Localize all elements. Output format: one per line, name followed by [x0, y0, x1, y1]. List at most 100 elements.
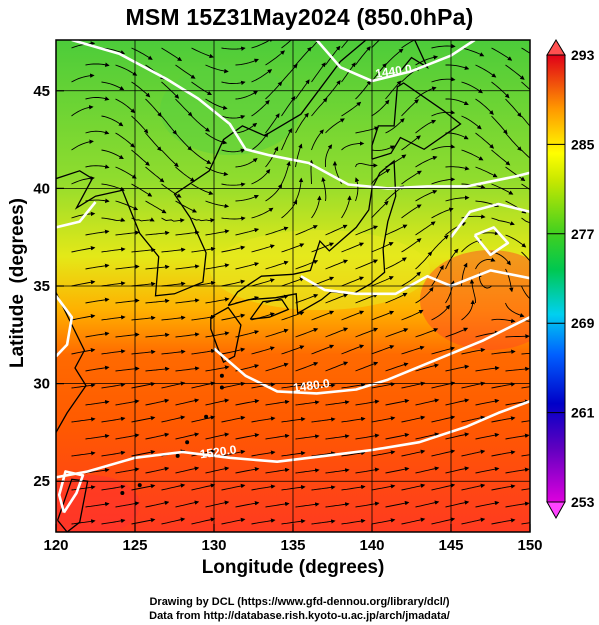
streamline [445, 327, 469, 338]
streamline [115, 200, 139, 211]
streamline [461, 238, 482, 253]
streamline [191, 483, 216, 491]
streamline [505, 166, 526, 182]
streamline [251, 168, 271, 185]
streamline [205, 466, 230, 474]
streamline [341, 141, 365, 151]
streamline [101, 115, 124, 127]
streamline [295, 225, 318, 236]
streamline [491, 149, 511, 166]
coastline [249, 299, 290, 320]
streamline [191, 115, 211, 132]
streamline [325, 79, 341, 100]
streamline [175, 166, 195, 182]
streamline [71, 280, 96, 287]
streamline [521, 183, 530, 191]
streamline [85, 297, 110, 304]
streamline [415, 363, 439, 372]
streamline [475, 257, 496, 270]
streamline [475, 432, 500, 440]
streamline [161, 349, 186, 355]
streamline [175, 366, 200, 372]
streamline [191, 183, 214, 195]
streamline [445, 432, 470, 440]
streamline [175, 466, 200, 474]
streamline [175, 398, 200, 406]
streamline [251, 346, 275, 355]
streamline [145, 200, 167, 214]
streamline [101, 484, 126, 491]
streamline [191, 517, 216, 525]
streamline [221, 182, 246, 187]
streamline [431, 346, 455, 355]
streamline [295, 468, 320, 474]
streamline [101, 281, 126, 287]
streamline [469, 279, 476, 304]
streamline [175, 230, 200, 236]
streamline [401, 204, 422, 219]
streamline [341, 101, 362, 117]
streamline [431, 234, 449, 253]
x-axis-label: Longitude (degrees) [201, 557, 385, 578]
streamline [431, 177, 456, 185]
streamline [251, 450, 276, 457]
streamline [415, 86, 437, 100]
streamline [521, 454, 530, 457]
streamline [191, 81, 212, 96]
streamline [491, 349, 516, 355]
data-source-credit: Data from http://database.rish.kyoto-u.a… [149, 610, 450, 622]
streamline [205, 166, 229, 177]
height-contour [300, 269, 530, 296]
streamline [311, 129, 324, 151]
streamline [321, 177, 327, 202]
streamline [205, 229, 230, 236]
streamline [415, 221, 436, 236]
streamline [341, 40, 349, 49]
streamline [221, 347, 246, 355]
streamline [101, 149, 124, 160]
height-contours [56, 40, 530, 514]
cool-patch [160, 65, 300, 155]
streamline [385, 328, 409, 338]
streamline [325, 259, 349, 270]
streamline [325, 118, 345, 134]
axis-ticks: 120 125 130 135 140 145 150 25 30 35 40 45 [33, 83, 542, 554]
colorbar-tick-label: 293 [571, 47, 595, 63]
streamline [205, 398, 230, 406]
streamline [161, 315, 186, 321]
streamline [311, 383, 336, 389]
streamline [445, 364, 470, 372]
streamline [431, 110, 456, 117]
y-tick-label: 30 [33, 376, 50, 393]
streamline [311, 195, 322, 219]
streamline [311, 344, 335, 355]
streamline [251, 484, 276, 491]
streamline [461, 47, 485, 57]
streamline [235, 433, 260, 440]
height-contour [449, 202, 530, 238]
streamline [325, 327, 349, 338]
streamline [221, 245, 246, 253]
streamline [475, 365, 500, 372]
streamline [221, 80, 246, 86]
streamline [191, 149, 212, 164]
streamline [145, 98, 162, 117]
streamline [491, 217, 515, 226]
streamline [445, 195, 470, 202]
streamline [161, 517, 186, 525]
streamline [251, 244, 275, 253]
streamline [415, 432, 440, 440]
streamline [461, 483, 486, 491]
streamline [295, 361, 319, 372]
drawing-credit: Drawing by DCL (https://www.gfd-dennou.o… [149, 596, 450, 608]
streamline [401, 517, 426, 525]
streamline [251, 518, 276, 525]
streamline [115, 98, 136, 114]
streamline [341, 344, 365, 355]
streamline [371, 484, 396, 491]
streamline [221, 216, 246, 221]
x-tick-label: 145 [438, 537, 463, 554]
streamline [175, 264, 200, 270]
streamline [145, 166, 165, 183]
